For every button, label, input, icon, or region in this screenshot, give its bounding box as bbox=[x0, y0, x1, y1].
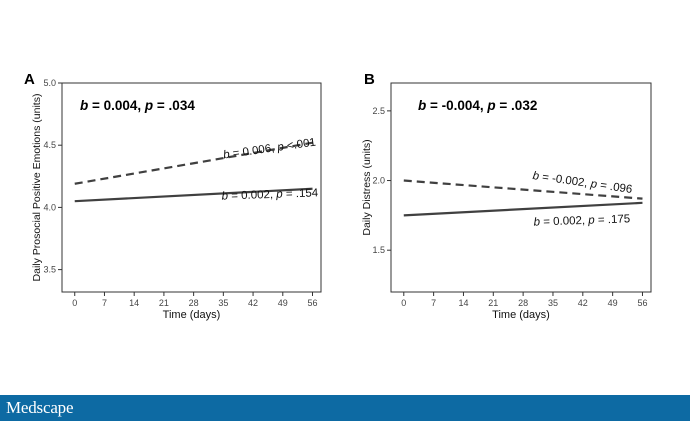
panel-label: A bbox=[24, 71, 35, 88]
plot-frame bbox=[61, 82, 322, 293]
main-annotation-b: b bbox=[418, 98, 426, 113]
main-annotation: b = 0.004, p = .034 bbox=[80, 98, 195, 113]
series-label-solid: b = 0.002, p = .154 bbox=[221, 187, 319, 202]
x-tick-label: 7 bbox=[102, 298, 107, 308]
series-label-solid-p: p bbox=[275, 189, 283, 201]
main-annotation-p: p bbox=[144, 98, 153, 113]
x-tick-label: 21 bbox=[159, 298, 169, 308]
y-tick-label: 3.5 bbox=[43, 265, 56, 275]
series-label-dashed-b: b bbox=[532, 170, 541, 183]
chart-panel-a: A 0 7 14 21 28 35 42 49 56 3.5 4.0 4.5 5.0 Time (days)… bbox=[24, 71, 322, 321]
x-tick-label: 14 bbox=[458, 298, 468, 308]
series-line-solid bbox=[74, 187, 313, 203]
x-tick-label: 0 bbox=[401, 298, 406, 308]
series-label-solid-b-value: = 0.002, bbox=[540, 215, 589, 229]
series-label-solid-b: b bbox=[533, 216, 540, 228]
series-label-dashed-b-value: = -0.002, bbox=[538, 171, 591, 190]
chart-panel-b: B 0 7 14 21 28 35 42 49 56 1.5 2.0 2.5 Time (days) Dai… bbox=[361, 71, 652, 321]
series-label-dashed-p-value: <.001 bbox=[283, 137, 317, 153]
medscape-logo: Medscape bbox=[6, 398, 74, 417]
main-annotation-p-value: = .034 bbox=[153, 98, 195, 113]
y-tick-label: 4.5 bbox=[43, 140, 56, 150]
series-line-solid bbox=[403, 201, 643, 217]
figure: A 0 7 14 21 28 35 42 49 56 3.5 4.0 4.5 5.0 Time (days)… bbox=[24, 71, 652, 321]
x-tick-label: 28 bbox=[518, 298, 528, 308]
y-tick-label: 4.0 bbox=[43, 202, 56, 212]
x-tick-label: 35 bbox=[218, 298, 228, 308]
main-annotation-b: b bbox=[80, 98, 88, 113]
x-tick-label: 42 bbox=[578, 298, 588, 308]
x-tick-label: 56 bbox=[308, 298, 318, 308]
y-tick-label: 1.5 bbox=[372, 245, 385, 255]
x-axis-label: Time (days) bbox=[492, 309, 550, 321]
series-line-dashed bbox=[74, 141, 313, 185]
footer-bar: Medscape bbox=[0, 395, 690, 421]
x-tick-label: 56 bbox=[637, 298, 647, 308]
series-label-dashed-p: p bbox=[276, 141, 286, 154]
x-axis-label: Time (days) bbox=[163, 309, 221, 321]
x-tick-label: 49 bbox=[608, 298, 618, 308]
series-label-dashed-p-value: = .096 bbox=[596, 179, 633, 196]
y-axis-label: Daily Distress (units) bbox=[361, 139, 373, 235]
series-label-dashed-p: p bbox=[589, 178, 599, 191]
series-label-solid-p-value: = .175 bbox=[594, 213, 630, 226]
x-tick-label: 7 bbox=[431, 298, 436, 308]
main-annotation-b-value: = -0.004, bbox=[426, 98, 487, 113]
x-tick-label: 21 bbox=[488, 298, 498, 308]
main-annotation-p: p bbox=[486, 98, 495, 113]
series-label-dashed-b-value: = 0.006, bbox=[229, 142, 278, 161]
x-tick-label: 14 bbox=[129, 298, 139, 308]
series-label-dashed: b = 0.006, p <.001 bbox=[223, 137, 317, 162]
plot-frame bbox=[390, 82, 652, 293]
series-label-solid-b-value: = 0.002, bbox=[228, 189, 277, 203]
series-label-dashed-b: b bbox=[223, 149, 232, 162]
main-annotation-p-value: = .032 bbox=[496, 98, 538, 113]
x-tick-label: 0 bbox=[72, 298, 77, 308]
x-tick-label: 42 bbox=[248, 298, 258, 308]
y-tick-label: 2.5 bbox=[372, 106, 385, 116]
series-label-solid-p: p bbox=[587, 215, 595, 227]
main-annotation-b-value: = 0.004, bbox=[88, 98, 145, 113]
series-label-solid-p-value: = .154 bbox=[282, 187, 318, 200]
y-tick-label: 2.0 bbox=[372, 176, 385, 186]
series-label-solid-b: b bbox=[221, 190, 228, 202]
y-tick-label: 5.0 bbox=[43, 78, 56, 88]
series-label-solid: b = 0.002, p = .175 bbox=[533, 213, 630, 228]
x-tick-label: 28 bbox=[189, 298, 199, 308]
x-tick-label: 49 bbox=[278, 298, 288, 308]
main-annotation: b = -0.004, p = .032 bbox=[418, 98, 537, 113]
y-axis-label: Daily Prosocial Positive Emotions (units… bbox=[31, 94, 43, 282]
x-tick-label: 35 bbox=[548, 298, 558, 308]
panel-label: B bbox=[364, 71, 375, 88]
series-line-dashed bbox=[403, 179, 643, 200]
